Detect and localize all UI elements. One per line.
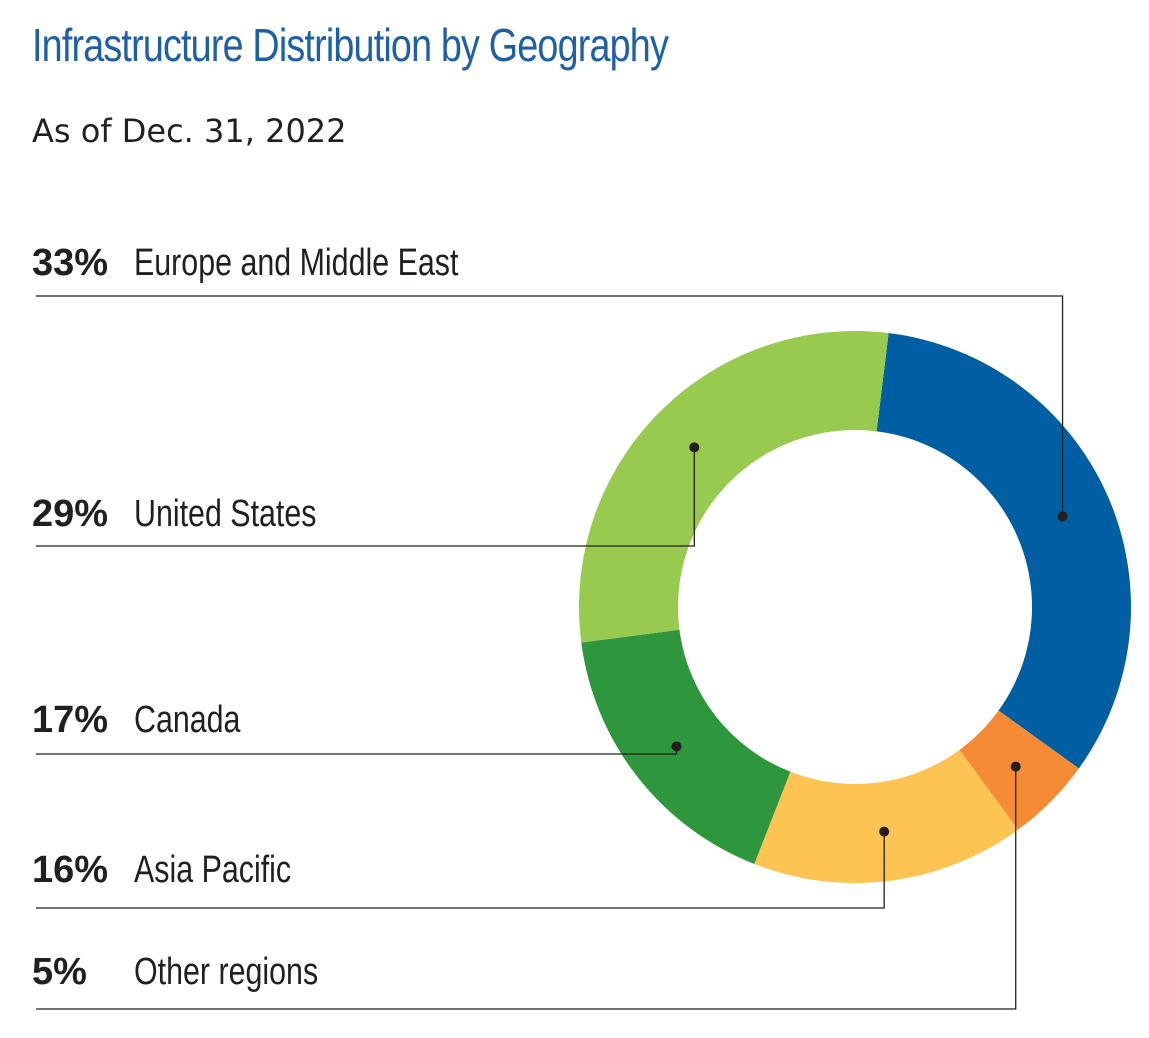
slice-asia-pacific xyxy=(754,749,1019,884)
legend-label-united-states: United States xyxy=(134,493,316,535)
slice-europe-and-middle-east xyxy=(876,333,1131,769)
leader-line-other-regions xyxy=(36,766,1017,1010)
legend-label-other-regions: Other regions xyxy=(134,951,318,993)
legend-label-europe-and-middle-east: Europe and Middle East xyxy=(134,242,459,284)
leader-line-asia-pacific xyxy=(36,831,885,909)
slice-canada xyxy=(581,629,791,864)
legend-value-united-states: 29% xyxy=(32,493,108,535)
legend-label-canada: Canada xyxy=(134,699,241,741)
legend-value-other-regions: 5% xyxy=(32,951,87,993)
legend-value-europe-and-middle-east: 33% xyxy=(32,242,108,284)
legend-value-asia-pacific: 16% xyxy=(32,849,108,891)
leader-line-united-states xyxy=(36,447,695,547)
slice-united-states xyxy=(579,330,889,643)
chart-title: Infrastructure Distribution by Geography xyxy=(32,19,669,71)
leader-dot-canada xyxy=(671,741,682,752)
leader-dot-europe-and-middle-east xyxy=(1057,511,1068,522)
leader-line-canada xyxy=(36,746,678,755)
leader-dot-asia-pacific xyxy=(879,826,890,837)
leader-dot-united-states xyxy=(689,442,700,453)
legend-value-canada: 17% xyxy=(32,699,108,741)
leader-line-europe-and-middle-east xyxy=(36,295,1064,517)
legend-label-asia-pacific: Asia Pacific xyxy=(134,849,291,891)
leader-dot-other-regions xyxy=(1010,761,1021,772)
chart-subtitle: As of Dec. 31, 2022 xyxy=(32,112,347,150)
